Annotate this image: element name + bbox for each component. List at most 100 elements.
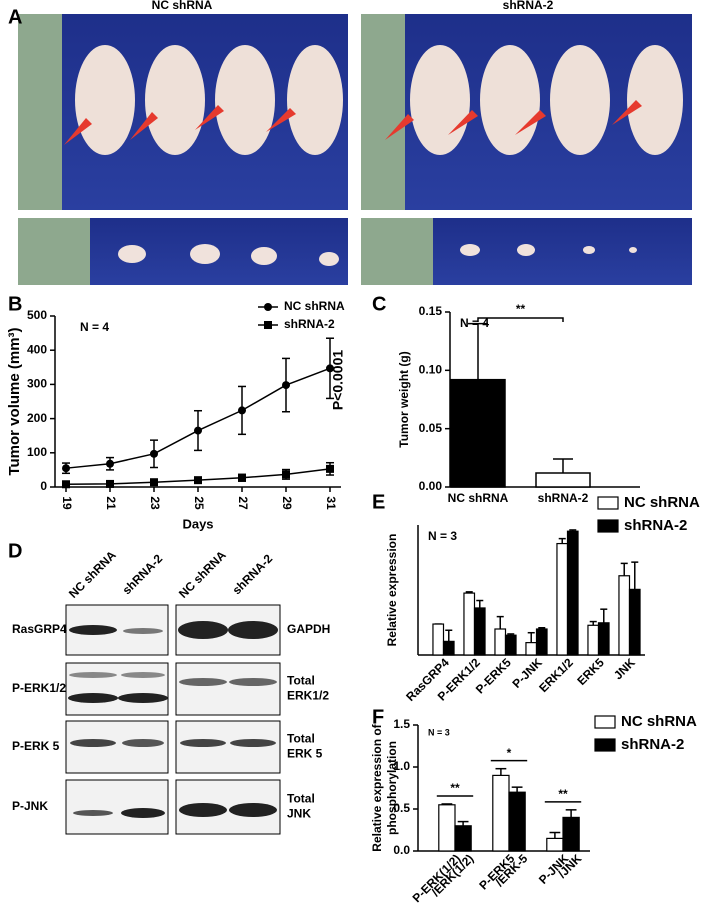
legend-swatch xyxy=(597,519,619,533)
bar xyxy=(535,628,548,656)
x-tick-label: 25 xyxy=(192,496,206,510)
legend-label: NC shRNA xyxy=(621,713,697,730)
point xyxy=(62,464,70,473)
legend-marker xyxy=(264,303,272,311)
bar xyxy=(454,825,472,852)
blots xyxy=(65,604,281,835)
blot-bands xyxy=(68,621,278,818)
significance: ** xyxy=(450,781,460,795)
point xyxy=(326,464,334,473)
y-tick-label: 100 xyxy=(27,445,47,459)
x-tick-label: 21 xyxy=(104,496,118,510)
blot-row-label: ERK1/2 xyxy=(287,689,329,703)
blot-row-label: P-JNK xyxy=(12,799,48,813)
bar xyxy=(556,542,569,656)
y-tick-label: 1.0 xyxy=(393,759,410,773)
legend-label: shRNA-2 xyxy=(621,736,684,753)
y-axis-label: Relative expression of xyxy=(370,723,384,851)
x-tick-label: ERK1/2 xyxy=(536,655,576,695)
y-axis-label: Relative expression xyxy=(385,534,399,647)
legend-label: shRNA-2 xyxy=(624,517,687,534)
annotation: N = 3 xyxy=(428,727,450,737)
x-tick-label: 27 xyxy=(236,496,250,510)
bar xyxy=(535,472,591,488)
point xyxy=(150,449,158,458)
point xyxy=(150,478,158,487)
legend-marker xyxy=(264,321,272,329)
y-tick-label: 500 xyxy=(27,308,47,322)
point xyxy=(238,406,246,415)
legend-label: NC shRNA xyxy=(284,299,345,313)
bar xyxy=(628,588,641,656)
bar xyxy=(525,642,538,656)
point xyxy=(326,364,334,373)
legend-swatch xyxy=(594,738,616,752)
legend-swatch xyxy=(594,715,616,729)
bar xyxy=(504,634,517,656)
point xyxy=(106,479,114,488)
blot-row-label: P-ERK 5 xyxy=(12,739,60,753)
y-tick-label: 400 xyxy=(27,342,47,356)
bar xyxy=(618,575,631,656)
panel-label: F xyxy=(372,706,384,728)
bar xyxy=(508,791,526,852)
bar xyxy=(492,774,510,852)
y-axis-label: phosphorylation xyxy=(385,741,399,835)
point xyxy=(194,476,202,485)
legend-label: NC shRNA xyxy=(624,494,700,511)
x-tick-label: 19 xyxy=(60,496,74,510)
blot-column-label: shRNA-2 xyxy=(230,551,276,597)
bar xyxy=(450,378,506,488)
significance: ** xyxy=(558,787,568,801)
blot-row-label: GAPDH xyxy=(287,622,330,636)
panel-label: D xyxy=(8,540,22,562)
y-tick-label: 1.5 xyxy=(393,717,410,731)
bar xyxy=(566,530,579,656)
legend-label: shRNA-2 xyxy=(284,317,335,331)
blot-column-label: NC shRNA xyxy=(66,548,119,601)
photo-title: NC shRNA xyxy=(152,0,213,12)
x-tick-label: P-ERK5 xyxy=(473,655,514,696)
blot-row-label: RasGRP4 xyxy=(12,622,67,636)
significance: ** xyxy=(516,302,526,316)
blot-column-label: shRNA-2 xyxy=(120,551,166,597)
panel-label: A xyxy=(8,6,22,28)
y-tick-label: 0 xyxy=(40,479,47,493)
point xyxy=(282,381,290,390)
significance-bracket xyxy=(477,317,564,322)
point xyxy=(282,470,290,479)
y-axis-label: Tumor volume (mm³) xyxy=(6,327,23,475)
y-tick-label: 0.00 xyxy=(419,479,443,493)
x-axis-label: Days xyxy=(182,516,213,531)
y-tick-label: 200 xyxy=(27,411,47,425)
bar xyxy=(587,624,600,656)
x-tick-label: shRNA-2 xyxy=(538,491,589,505)
photo-right xyxy=(361,14,692,285)
blot-row-label: ERK 5 xyxy=(287,747,323,761)
x-tick-label: ERK5 xyxy=(574,655,607,688)
annotation: N = 3 xyxy=(428,529,457,543)
y-tick-label: 300 xyxy=(27,377,47,391)
bar xyxy=(562,816,580,852)
point xyxy=(106,459,114,468)
blot-row-label: Total xyxy=(287,792,315,806)
annotation: N = 4 xyxy=(80,320,109,334)
point xyxy=(238,473,246,482)
photo-left xyxy=(18,14,348,285)
x-tick-label: 29 xyxy=(280,496,294,510)
y-tick-label: 0.10 xyxy=(419,363,443,377)
blot-row-label: Total xyxy=(287,732,315,746)
blot-column-label: NC shRNA xyxy=(176,548,229,601)
legend-swatch xyxy=(597,496,619,510)
bar xyxy=(597,622,610,656)
x-tick-label: 23 xyxy=(148,496,162,510)
y-axis-label: Tumor weight (g) xyxy=(397,351,411,447)
point xyxy=(62,480,70,489)
blot-row-label: P-ERK1/2 xyxy=(12,681,66,695)
bar xyxy=(546,837,564,852)
blot-row-label: Total xyxy=(287,674,315,688)
x-tick-label: JNK xyxy=(611,655,638,682)
y-tick-label: 0.5 xyxy=(393,801,410,815)
p-value: P<0.0001 xyxy=(330,350,346,411)
